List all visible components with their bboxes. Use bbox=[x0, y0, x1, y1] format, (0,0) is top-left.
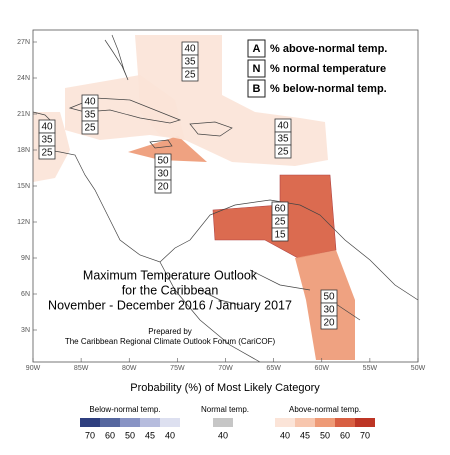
legend-swatch bbox=[355, 418, 375, 427]
prob-cell bbox=[274, 144, 292, 159]
key-letter-box bbox=[247, 59, 266, 78]
legend-step-label: 70 bbox=[360, 430, 370, 440]
legend: Below-normal temp. 70 60 50 45 40 Normal temp.… bbox=[80, 405, 375, 440]
lat-label: 18N bbox=[17, 147, 30, 154]
prob-value: 25 bbox=[84, 123, 96, 134]
prob-value: 35 bbox=[84, 110, 96, 121]
prob-value: 15 bbox=[274, 230, 286, 241]
lat-label: 27N bbox=[17, 39, 30, 46]
prob-value: 60 bbox=[274, 204, 286, 215]
legend-title: Probability (%) of Most Likely Category bbox=[130, 382, 320, 394]
legend-swatch bbox=[335, 418, 355, 427]
credit-line: The Caribbean Regional Climate Outlook F… bbox=[65, 337, 276, 346]
key-letter: A bbox=[253, 43, 261, 55]
legend-group-label: Below-normal temp. bbox=[89, 405, 160, 414]
lat-label: 3N bbox=[21, 327, 30, 334]
lon-label: 85W bbox=[74, 365, 89, 372]
lat-label: 12N bbox=[17, 219, 30, 226]
map-title-line: Maximum Temperature Outlook bbox=[83, 268, 258, 282]
prob-value: 40 bbox=[41, 122, 53, 133]
prob-value: 25 bbox=[277, 147, 289, 158]
key-letter: N bbox=[253, 63, 261, 75]
prob-value: 35 bbox=[184, 57, 196, 68]
coast-florida bbox=[104, 34, 129, 81]
lon-label: 55W bbox=[363, 365, 378, 372]
lon-label: 50W bbox=[411, 365, 426, 372]
lat-label: 21N bbox=[17, 111, 30, 118]
lon-label: 80W bbox=[122, 365, 137, 372]
key-text: % above-normal temp. bbox=[270, 43, 387, 55]
legend-step-label: 40 bbox=[165, 430, 175, 440]
prob-value: 25 bbox=[41, 148, 53, 159]
legend-step-label: 50 bbox=[320, 430, 330, 440]
prob-value: 25 bbox=[274, 217, 286, 228]
prob-value: 40 bbox=[84, 97, 96, 108]
legend-step-label: 50 bbox=[125, 430, 135, 440]
prob-cell bbox=[181, 67, 199, 82]
key-letter: B bbox=[253, 83, 261, 95]
legend-step-label: 60 bbox=[105, 430, 115, 440]
lon-label: 90W bbox=[26, 365, 41, 372]
lat-label: 24N bbox=[17, 75, 30, 82]
prob-value: 35 bbox=[41, 135, 53, 146]
legend-swatch bbox=[315, 418, 335, 427]
prob-cell bbox=[271, 227, 289, 242]
prob-cell bbox=[81, 120, 99, 135]
prob-value: 50 bbox=[323, 292, 335, 303]
coast-jamaica bbox=[149, 139, 173, 149]
lon-label: 75W bbox=[170, 365, 185, 372]
legend-swatch bbox=[120, 418, 140, 427]
key-letter-box bbox=[247, 39, 266, 58]
prob-cell bbox=[320, 315, 338, 330]
lat-label: 9N bbox=[21, 255, 30, 262]
lat-label: 15N bbox=[17, 183, 30, 190]
legend-swatch bbox=[295, 418, 315, 427]
prob-value: 35 bbox=[277, 134, 289, 145]
legend-step-label: 45 bbox=[300, 430, 310, 440]
map-key: A % above-normal temp. N % normal temperatu… bbox=[247, 39, 387, 98]
prob-cell bbox=[154, 179, 172, 194]
legend-step-label: 40 bbox=[280, 430, 290, 440]
legend-group-label: Above-normal temp. bbox=[289, 405, 361, 414]
legend-group-label: Normal temp. bbox=[201, 405, 249, 414]
prob-value: 30 bbox=[157, 169, 169, 180]
legend-swatch bbox=[160, 418, 180, 427]
coast-south bbox=[159, 261, 261, 363]
prob-value: 40 bbox=[184, 44, 196, 55]
lon-label: 60W bbox=[315, 365, 330, 372]
key-letter-box bbox=[247, 79, 266, 98]
lon-label: 70W bbox=[218, 365, 233, 372]
lon-label: 65W bbox=[266, 365, 281, 372]
coast-hispaniola bbox=[189, 121, 233, 137]
legend-swatch bbox=[140, 418, 160, 427]
key-text: % below-normal temp. bbox=[270, 83, 387, 95]
legend-step-label: 60 bbox=[340, 430, 350, 440]
credit-line: Prepared by bbox=[148, 327, 192, 336]
legend-swatch bbox=[100, 418, 120, 427]
prob-value: 30 bbox=[323, 305, 335, 316]
prob-value: 25 bbox=[184, 70, 196, 81]
legend-swatch bbox=[213, 418, 233, 427]
prob-value: 20 bbox=[323, 318, 335, 329]
key-text: % normal temperature bbox=[270, 63, 386, 75]
legend-step-label: 45 bbox=[145, 430, 155, 440]
legend-step-label: 40 bbox=[218, 430, 228, 440]
legend-step-label: 70 bbox=[85, 430, 95, 440]
map-title-line: for the Caribbean bbox=[122, 283, 219, 297]
outlook-region bbox=[128, 136, 207, 162]
legend-swatch bbox=[80, 418, 100, 427]
prob-value: 50 bbox=[157, 156, 169, 167]
prob-value: 20 bbox=[157, 182, 169, 193]
lat-label: 6N bbox=[21, 291, 30, 298]
legend-swatch bbox=[275, 418, 295, 427]
map-title-line: November - December 2016 / January 2017 bbox=[48, 298, 292, 312]
prob-cell bbox=[38, 145, 56, 160]
probability-boxes: 40 35 25 40 35 25 40 35 25 50 30 20 40 35 25 60 25 15 50 30… bbox=[38, 41, 338, 330]
prob-value: 40 bbox=[277, 121, 289, 132]
